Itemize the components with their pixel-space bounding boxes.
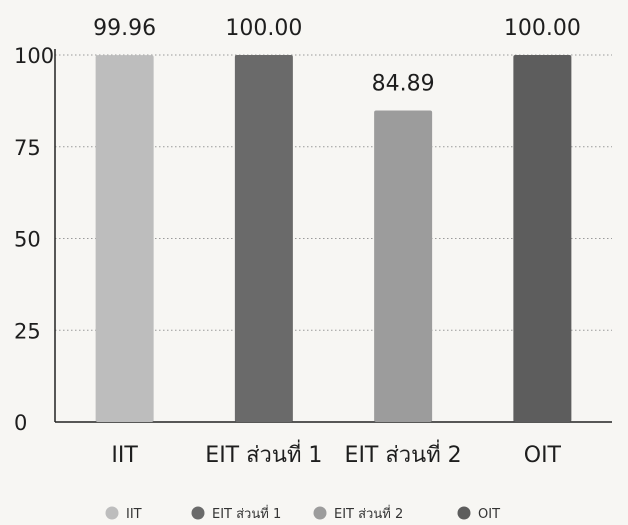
category-labels: IIT EIT ส่วนที่ 1 EIT ส่วนที่ 2 OIT — [111, 439, 561, 468]
category-label: IIT — [111, 443, 138, 468]
legend-swatch — [457, 506, 471, 520]
data-label: 99.96 — [93, 16, 156, 41]
bar — [234, 55, 293, 422]
y-tick-label: 50 — [14, 228, 41, 252]
legend: IIT EIT ส่วนที่ 1 EIT ส่วนที่ 2 OIT — [105, 505, 500, 522]
y-tick-labels: 0 25 50 75 100 — [14, 44, 54, 435]
y-tick-label: 0 — [14, 411, 27, 435]
data-label: 100.00 — [225, 16, 302, 41]
legend-label: OIT — [478, 507, 500, 522]
bar — [95, 55, 154, 423]
y-tick-label: 75 — [14, 136, 41, 160]
data-label: 84.89 — [372, 71, 435, 96]
legend-swatch — [105, 506, 119, 520]
y-tick-label: 100 — [14, 44, 54, 68]
legend-label: EIT ส่วนที่ 1 — [212, 505, 281, 522]
category-label: EIT ส่วนที่ 1 — [205, 439, 322, 468]
legend-label: IIT — [126, 507, 142, 522]
bar — [513, 55, 572, 422]
data-labels: 99.96 100.00 84.89 100.00 — [93, 16, 581, 96]
y-tick-label: 25 — [14, 319, 41, 343]
bar — [374, 110, 433, 422]
legend-swatch — [313, 506, 327, 520]
data-label: 100.00 — [504, 16, 581, 41]
category-label: EIT ส่วนที่ 2 — [345, 439, 462, 468]
category-label: OIT — [524, 443, 562, 468]
legend-swatch — [191, 506, 205, 520]
bars — [95, 55, 572, 423]
legend-label: EIT ส่วนที่ 2 — [334, 505, 403, 522]
